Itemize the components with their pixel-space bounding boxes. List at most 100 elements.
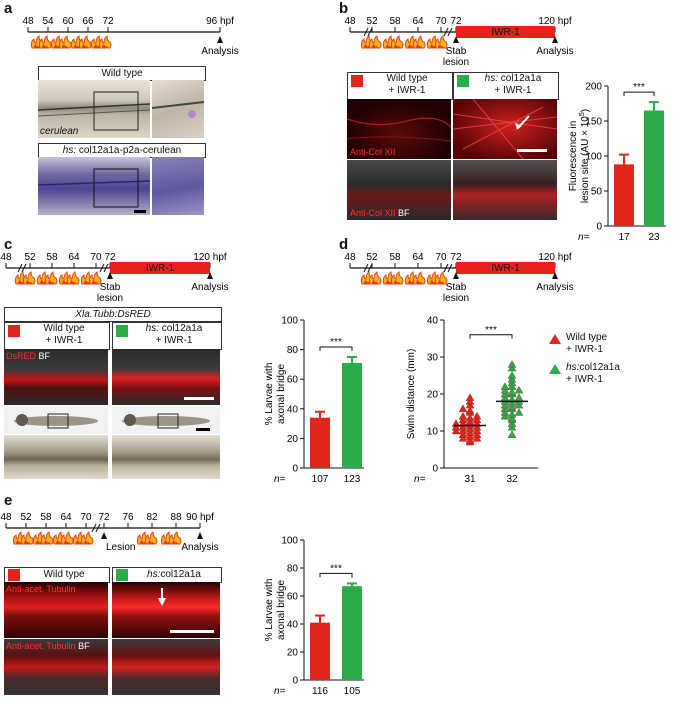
analysis-arrow-icon bbox=[207, 272, 213, 279]
panel-b-tg-colxii-image bbox=[453, 99, 557, 159]
timeline-break bbox=[447, 27, 453, 37]
panel-c-label: c bbox=[4, 236, 13, 253]
heat-shock-icon bbox=[144, 531, 158, 545]
panel-a-transgenic-title: hs: col12a1a-p2a-cerulean bbox=[38, 143, 206, 158]
timeline-tick-label: 52 bbox=[20, 512, 32, 523]
panel-b-wt-colxii-bf-image bbox=[347, 160, 451, 220]
data-point bbox=[507, 382, 517, 390]
legend-transgenic-triangle-icon bbox=[549, 364, 561, 374]
timeline-break bbox=[367, 27, 373, 37]
data-point bbox=[458, 426, 468, 435]
heat-shock-icon bbox=[368, 271, 382, 285]
y-tick-label: 0 bbox=[292, 464, 298, 475]
lesion-arrow-icon bbox=[107, 272, 113, 279]
panel-e-bar-chart: 0 20 40 60 80 100 *** n= 116 105 % Larvae withaxon… bbox=[264, 536, 364, 697]
heat-shock-icon bbox=[88, 271, 102, 285]
data-point bbox=[514, 408, 524, 416]
panel-d-legend: Wild type + IWR-1 hs:col12a1a + IWR-1 bbox=[548, 332, 672, 388]
panel-b-legend-transgenic: hs: col12a1a + IWR-1 bbox=[453, 72, 559, 100]
iwr1-treatment-bar bbox=[110, 262, 210, 274]
timeline-tick-label: 48 bbox=[22, 16, 34, 27]
data-point bbox=[458, 422, 468, 431]
timeline-break bbox=[21, 263, 27, 273]
bar bbox=[310, 622, 330, 680]
data-point bbox=[500, 382, 510, 390]
timeline-tick-label: 72 bbox=[98, 512, 110, 523]
lesion-arrow-icon bbox=[101, 532, 107, 539]
panel-c-legend-wildtype: Wild type + IWR-1 bbox=[4, 322, 110, 350]
bar bbox=[342, 586, 362, 680]
panel-c-tg-larva-image bbox=[112, 406, 220, 434]
timeline-tick-label: 70 bbox=[80, 512, 92, 523]
data-point bbox=[472, 422, 482, 431]
n-value: 23 bbox=[648, 232, 660, 243]
significance-bracket bbox=[469, 334, 513, 339]
n-label: n= bbox=[274, 686, 286, 697]
data-point bbox=[458, 404, 468, 412]
panel-c-wt-bf-image bbox=[4, 435, 108, 479]
timeline-tick-label: 58 bbox=[40, 512, 52, 523]
timeline-break bbox=[443, 27, 449, 37]
data-point bbox=[472, 426, 482, 435]
panel-d-label: d bbox=[339, 236, 349, 253]
data-point bbox=[500, 400, 510, 409]
y-tick-label: 60 bbox=[287, 592, 299, 603]
data-point bbox=[507, 410, 517, 418]
timeline-tick-label: 64 bbox=[412, 252, 424, 263]
panel-c-tg-bf-image bbox=[112, 435, 220, 479]
n-value: 107 bbox=[312, 474, 329, 485]
timeline-break bbox=[17, 263, 23, 273]
y-tick-label: 40 bbox=[287, 404, 299, 415]
panel-a-transgenic-zoom bbox=[152, 157, 204, 215]
y-tick-label: 100 bbox=[585, 152, 602, 163]
panel-e-stain2-label: Anti-acet. Tubulin BF bbox=[6, 641, 90, 651]
significance-label: *** bbox=[330, 563, 342, 574]
data-point bbox=[500, 411, 510, 420]
data-point bbox=[465, 393, 475, 401]
timeline-tick-label: 70 bbox=[90, 252, 102, 263]
y-tick-label: 20 bbox=[427, 390, 439, 401]
legend-wildtype-triangle-icon bbox=[549, 334, 561, 344]
data-point bbox=[507, 360, 517, 368]
y-tick-label: 100 bbox=[281, 316, 298, 327]
timeline-tick-label: 64 bbox=[412, 16, 424, 27]
timeline-break bbox=[99, 263, 105, 273]
data-point bbox=[507, 378, 517, 387]
timeline-end-label: 96 hpf bbox=[206, 16, 234, 27]
significance-bracket bbox=[319, 346, 353, 351]
heat-shock-icon bbox=[58, 35, 72, 49]
data-point bbox=[472, 434, 482, 442]
panel-c-wt-larva-image bbox=[4, 406, 108, 434]
timeline-tick-label: 48 bbox=[0, 512, 12, 523]
timeline-end-label: 90 hpf bbox=[186, 512, 214, 523]
timeline-break bbox=[363, 263, 369, 273]
data-point bbox=[514, 400, 524, 409]
data-point bbox=[458, 411, 468, 420]
panel-a-wildtype-image bbox=[38, 80, 150, 138]
data-point bbox=[507, 430, 517, 438]
timeline-tick-label: 48 bbox=[344, 16, 356, 27]
panel-c-bar-chart: 0 20 40 60 80 100 *** n= 107 123 % Larvae withaxon… bbox=[264, 316, 364, 485]
data-point bbox=[465, 435, 475, 444]
y-axis-label-2: lesion site (AU × 105) bbox=[579, 109, 591, 203]
lesion-label-1: Stab bbox=[446, 282, 467, 293]
n-label: n= bbox=[578, 232, 590, 243]
timeline-tick-label: 54 bbox=[42, 16, 54, 27]
lesion-label-1: Stab bbox=[100, 282, 121, 293]
timeline-tick-label: 70 bbox=[435, 16, 447, 27]
panel-e-stain1-label: Anti-acet. Tubulin bbox=[6, 584, 76, 594]
y-tick-label: 50 bbox=[591, 187, 603, 198]
lesion-label-2: lesion bbox=[97, 293, 123, 304]
panel-b-tg-colxii-bf-image bbox=[453, 160, 557, 220]
heat-shock-icon bbox=[412, 35, 426, 49]
heat-shock-icon bbox=[40, 531, 54, 545]
panel-e-label: e bbox=[4, 492, 13, 509]
panel-a-wildtype-title: Wild type bbox=[38, 66, 206, 81]
y-tick-label: 80 bbox=[287, 345, 299, 356]
timeline-break bbox=[103, 263, 109, 273]
panel-c-transgene-title: Xla.Tubb:DsRED bbox=[4, 307, 222, 322]
n-value: 17 bbox=[618, 232, 630, 243]
n-value: 123 bbox=[344, 474, 361, 485]
